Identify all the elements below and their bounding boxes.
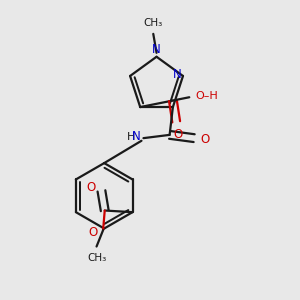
Text: N: N: [172, 68, 182, 82]
Text: O: O: [88, 226, 97, 239]
Text: N: N: [152, 43, 161, 56]
Text: CH₃: CH₃: [144, 18, 163, 28]
Text: O–H: O–H: [196, 91, 219, 101]
Text: H: H: [127, 131, 135, 142]
Text: O: O: [173, 128, 182, 141]
Text: CH₃: CH₃: [87, 253, 106, 263]
Text: N: N: [132, 130, 141, 143]
Text: O: O: [86, 181, 96, 194]
Text: O: O: [200, 133, 209, 146]
